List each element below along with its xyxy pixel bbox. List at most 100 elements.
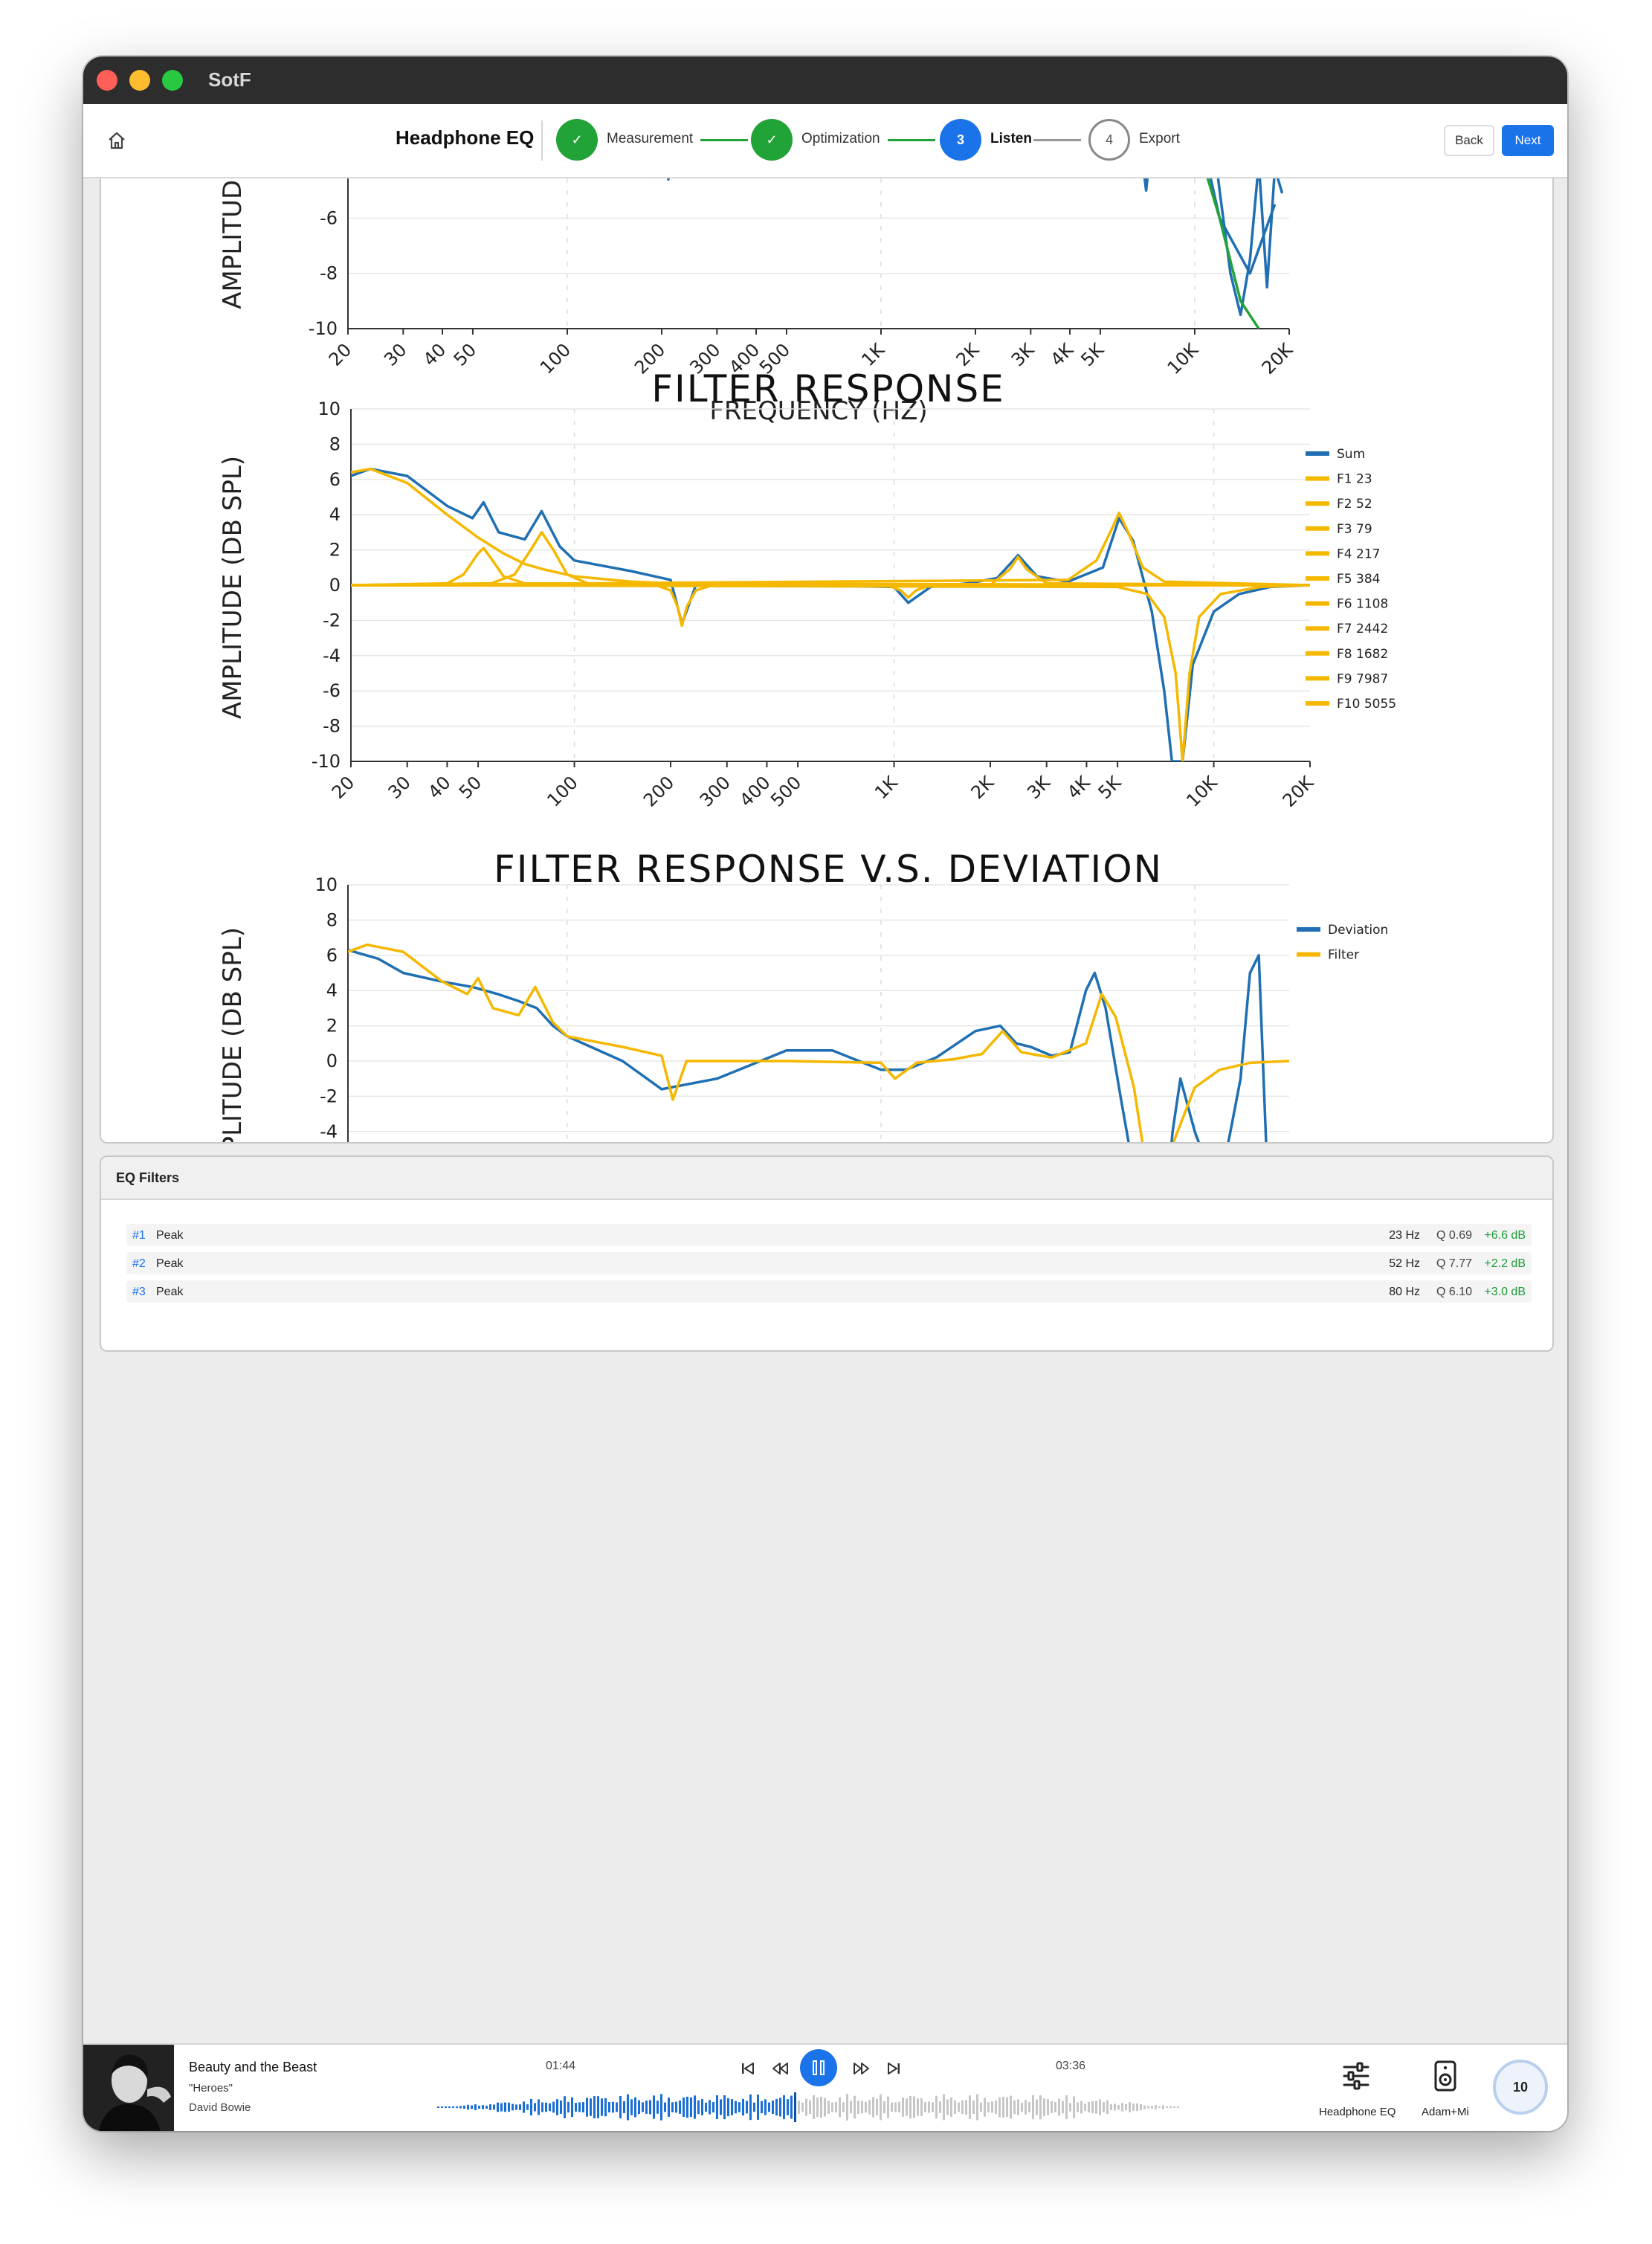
waveform-bar	[1054, 2102, 1056, 2112]
waveform-bar	[1039, 2095, 1042, 2120]
y-tick-label: 6	[326, 945, 338, 966]
playhead[interactable]	[794, 2092, 796, 2122]
waveform-bar	[898, 2101, 900, 2113]
pause-button[interactable]	[800, 2049, 837, 2086]
waveform-bar	[705, 2102, 707, 2112]
waveform-bar	[716, 2095, 718, 2119]
eq-filter-type: Peak	[156, 1257, 184, 1270]
step-3-circle[interactable]: 3	[940, 119, 981, 161]
waveform-bar	[917, 2098, 919, 2116]
waveform-bar	[623, 2101, 625, 2113]
waveform-bar	[686, 2096, 688, 2118]
waveform-bar	[935, 2095, 938, 2119]
close-window-button[interactable]	[97, 70, 117, 91]
step-2-label: Optimization	[801, 131, 880, 146]
waveform-bar	[902, 2098, 904, 2117]
eq-filters-panel: EQ Filters #1 Peak 23 Hz Q 0.69 +6.6 dB …	[100, 1155, 1554, 1352]
waveform-bar	[586, 2098, 588, 2117]
step-2-circle[interactable]: ✓	[751, 119, 793, 161]
waveform-bar	[1051, 2101, 1053, 2113]
waveform-bar	[694, 2095, 696, 2119]
elapsed-time: 01:44	[546, 2060, 576, 2072]
waveform-bar	[638, 2100, 640, 2115]
series-line-f10-5055	[351, 512, 1310, 587]
eq-filter-row[interactable]: #2 Peak 52 Hz Q 7.77 +2.2 dB	[126, 1252, 1532, 1274]
waveform-bar	[530, 2098, 532, 2116]
waveform-bar	[664, 2102, 666, 2112]
waveform-bar	[958, 2102, 960, 2112]
fast-forward-button[interactable]	[849, 2057, 873, 2080]
legend-label: F6 1108	[1337, 597, 1388, 612]
waveform-bar	[645, 2100, 648, 2114]
waveform-bar	[478, 2106, 480, 2109]
x-tick-label: 50	[455, 772, 485, 802]
waveform-bar	[1025, 2100, 1027, 2115]
eq-filter-row[interactable]: #1 Peak 23 Hz Q 0.69 +6.6 dB	[126, 1224, 1532, 1246]
output-device-button[interactable]	[1430, 2060, 1460, 2096]
waveform-bar	[887, 2096, 889, 2118]
next-button[interactable]: Next	[1502, 125, 1554, 156]
waveform-bar	[712, 2102, 714, 2112]
waveform-bar	[876, 2098, 878, 2115]
waveform-bar	[701, 2099, 703, 2115]
zoom-window-button[interactable]	[162, 70, 183, 91]
waveform-bar	[880, 2094, 882, 2121]
waveform-bar	[567, 2101, 570, 2113]
waveform-bar	[1073, 2096, 1075, 2118]
x-tick-label: 20K	[1258, 339, 1297, 378]
volume-knob[interactable]: 10	[1493, 2060, 1548, 2115]
step-1-circle[interactable]: ✓	[556, 119, 598, 161]
waveform-bar	[452, 2106, 454, 2108]
waveform-bar	[1002, 2096, 1004, 2118]
waveform-bar	[556, 2099, 558, 2115]
waveform-bar	[545, 2102, 547, 2112]
eq-filter-type: Peak	[156, 1229, 184, 1242]
waveform-bar	[590, 2098, 592, 2116]
x-tick-label: 50	[450, 339, 480, 370]
eq-filter-q: Q 0.69	[1436, 1229, 1472, 1242]
x-tick-label: 30	[380, 339, 410, 370]
waveform-bar	[913, 2096, 915, 2118]
waveform-bar	[768, 2102, 770, 2112]
y-axis-label: AMPLITUDE (DB SPL)	[218, 456, 248, 719]
waveform-bar	[969, 2095, 971, 2119]
skip-forward-icon	[888, 2063, 900, 2074]
waveform-bar	[980, 2102, 982, 2112]
waveform-bar	[1091, 2100, 1094, 2114]
waveform-bar	[1166, 2106, 1168, 2108]
x-tick-label: 40	[424, 772, 454, 802]
x-tick-label: 400	[735, 772, 774, 810]
album-art[interactable]	[83, 2045, 174, 2131]
waveform-bar	[924, 2102, 926, 2112]
legend-label: Sum	[1337, 447, 1365, 462]
minimize-window-button[interactable]	[129, 70, 150, 91]
y-tick-label: 8	[329, 433, 341, 454]
back-button[interactable]: Back	[1444, 125, 1494, 156]
headphone-eq-button[interactable]	[1340, 2060, 1372, 2096]
eq-filter-gain: +6.6 dB	[1484, 1229, 1526, 1242]
eq-filter-number: #1	[132, 1229, 146, 1242]
y-tick-label: -8	[320, 263, 338, 284]
skip-back-button[interactable]	[736, 2057, 760, 2080]
legend-label: Filter	[1328, 948, 1359, 963]
waveform-scrubber[interactable]	[437, 2092, 1181, 2122]
waveform-bar	[1143, 2105, 1146, 2109]
eq-filter-type: Peak	[156, 1286, 184, 1298]
rewind-button[interactable]	[769, 2057, 793, 2080]
charts-panel[interactable]: -10 -8 -6 20 30 40 50 100 200 300 400 500 1K 2K 3K 4K 5K…	[100, 178, 1554, 1144]
waveform-bar	[835, 2101, 837, 2113]
home-button[interactable]	[106, 129, 128, 152]
waveform-bar	[943, 2094, 945, 2121]
eq-filter-row[interactable]: #3 Peak 80 Hz Q 6.10 +3.0 dB	[126, 1280, 1532, 1303]
waveform-bar	[489, 2104, 491, 2110]
waveform-bar	[932, 2102, 934, 2112]
waveform-bar	[1062, 2100, 1064, 2114]
waveform-bar	[619, 2096, 622, 2118]
x-tick-label: 1K	[871, 772, 903, 804]
skip-forward-button[interactable]	[882, 2057, 906, 2080]
y-tick-label: -4	[320, 1121, 338, 1142]
waveform-bar	[790, 2095, 793, 2119]
x-tick-label: 200	[639, 772, 678, 810]
waveform-bar	[1043, 2098, 1045, 2116]
step-4-circle[interactable]: 4	[1088, 119, 1130, 161]
